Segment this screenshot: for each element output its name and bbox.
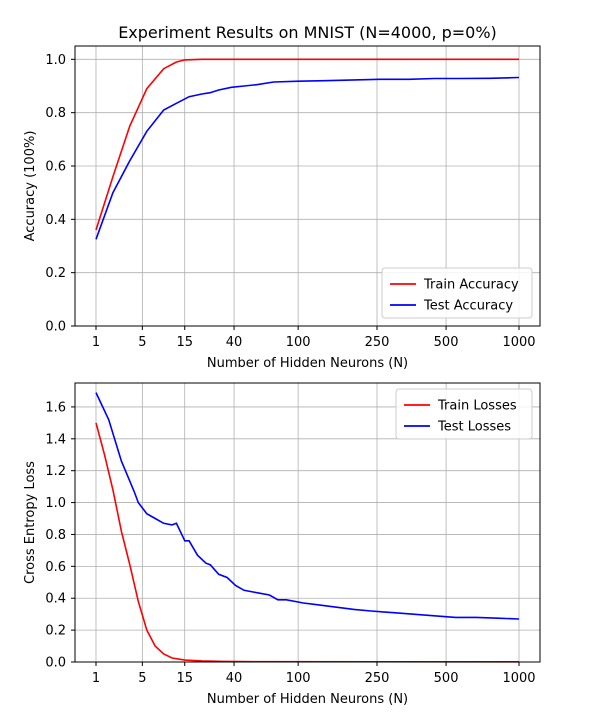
loss-plot: 1 5 15 40 100 250 500 10000.00.20.40.60.81.01.2… (23, 382, 541, 707)
y-tick-label: 0.4 (45, 592, 66, 607)
y-tick-label: 0.8 (45, 106, 66, 121)
x-tick-label: 1000 (502, 671, 535, 686)
y-tick-label: 0.0 (45, 320, 66, 335)
plot-frame (74, 382, 541, 663)
x-axis-label: Number of Hidden Neurons (N) (207, 356, 408, 371)
x-tick-label: 1 (92, 671, 100, 686)
x-axis-label: Number of Hidden Neurons (N) (207, 692, 408, 707)
y-tick-label: 0.0 (45, 656, 66, 671)
y-tick-label: 1.6 (45, 400, 66, 415)
x-tick-label: 5 (138, 335, 146, 350)
x-tick-label: 15 (176, 671, 193, 686)
y-tick-label: 1.0 (45, 53, 66, 68)
chart-title: Experiment Results on MNIST (N=4000, p=0… (118, 23, 497, 42)
legend-entry: Test Accuracy (423, 299, 513, 314)
x-tick-label: 40 (226, 335, 243, 350)
y-tick-label: 0.2 (45, 624, 66, 639)
legend-entry: Train Accuracy (423, 278, 519, 293)
x-tick-label: 250 (365, 335, 390, 350)
plot-frame (74, 45, 541, 327)
y-tick-label: 0.4 (45, 213, 66, 228)
x-tick-label: 100 (286, 671, 311, 686)
y-tick-label: 0.6 (45, 160, 66, 175)
x-tick-label: 15 (176, 335, 193, 350)
legend-entry: Test Losses (437, 420, 511, 435)
x-tick-label: 500 (434, 671, 459, 686)
y-tick-label: 0.2 (45, 266, 66, 281)
y-tick-label: 0.8 (45, 528, 66, 543)
series-line (95, 392, 520, 620)
legend-entry: Train Losses (437, 399, 517, 414)
accuracy-plot: 1 5 15 40 100 250 500 10000.00.20.40.60.81.0Exp… (23, 23, 541, 371)
y-axis-label: Cross Entropy Loss (23, 461, 38, 584)
series-line (95, 422, 520, 663)
x-tick-label: 1 (92, 335, 100, 350)
series-line (95, 58, 519, 231)
y-tick-label: 0.6 (45, 560, 66, 575)
series-line (95, 76, 520, 240)
legend: Train Losses Test Losses (395, 388, 533, 440)
y-tick-label: 1.0 (45, 496, 66, 511)
x-tick-label: 1000 (502, 335, 535, 350)
y-axis-label: Accuracy (100%) (23, 131, 38, 242)
y-tick-label: 1.2 (45, 464, 66, 479)
x-tick-label: 40 (226, 671, 243, 686)
legend-box (381, 267, 533, 319)
y-tick-label: 1.4 (45, 432, 66, 447)
x-tick-label: 5 (138, 671, 146, 686)
x-tick-label: 500 (434, 335, 459, 350)
x-tick-label: 250 (365, 671, 390, 686)
x-tick-label: 100 (286, 335, 311, 350)
legend: Train Accuracy Test Accuracy (381, 267, 533, 319)
